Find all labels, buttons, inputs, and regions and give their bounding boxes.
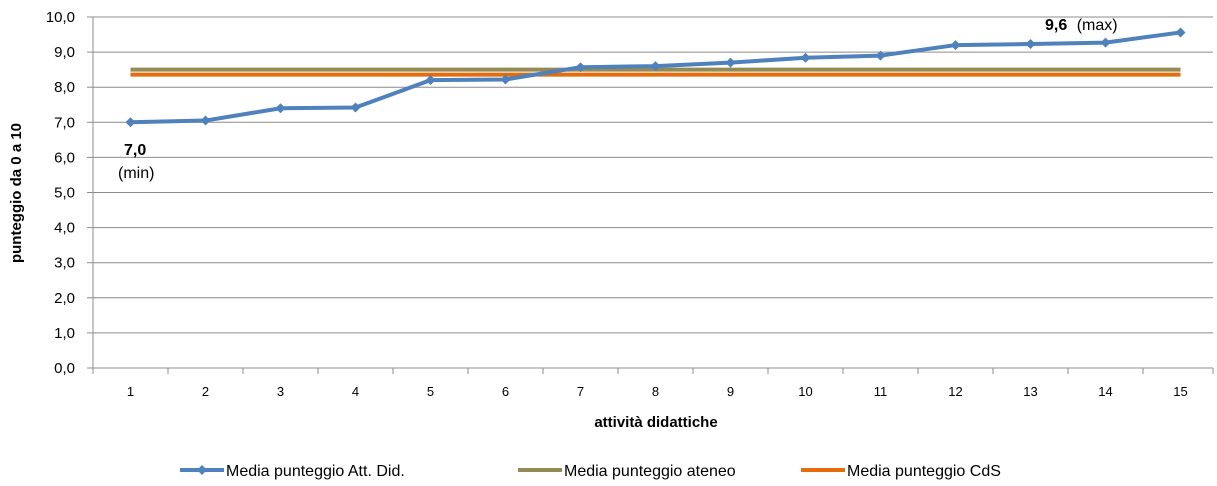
legend: Media punteggio Att. Did. Media punteggio…	[180, 463, 1001, 480]
y-tick-label: 2,0	[54, 290, 75, 307]
x-axis-title: attività didattiche	[594, 414, 717, 431]
data-point	[1025, 39, 1036, 50]
y-tick-label: 4,0	[54, 220, 75, 237]
legend-item: Media punteggio CdS	[801, 463, 1001, 480]
x-tick-label: 7	[577, 384, 584, 399]
max-note: (max)	[1077, 17, 1118, 34]
x-tick-label: 9	[727, 384, 734, 399]
max-value-label: 9,6	[1045, 17, 1067, 34]
x-tick-label: 3	[277, 384, 284, 399]
x-tick-label: 12	[948, 384, 962, 399]
y-tick-label: 5,0	[54, 185, 75, 202]
annotations: 7,0 (min) 9,6 (max)	[118, 17, 1118, 182]
legend-label: Media punteggio Att. Did.	[226, 463, 405, 480]
gridlines	[93, 16, 1213, 334]
data-point	[650, 61, 661, 72]
x-tick-label: 4	[352, 384, 359, 399]
series-1	[125, 27, 1186, 128]
data-point	[575, 62, 586, 73]
x-tick-label: 11	[874, 384, 888, 399]
x-tick-label: 2	[202, 384, 209, 399]
max-annotation: 9,6 (max)	[1045, 17, 1118, 34]
legend-item: Media punteggio Att. Did.	[180, 463, 405, 480]
data-point	[275, 103, 286, 114]
data-point	[125, 117, 136, 128]
series-line	[130, 30, 1181, 125]
legend-marker	[197, 465, 207, 475]
legend-label: Media punteggio ateneo	[564, 463, 736, 480]
y-tick-label: 1,0	[54, 325, 75, 342]
data-point	[875, 50, 886, 61]
data-point	[950, 40, 961, 51]
x-tick-label: 13	[1023, 384, 1037, 399]
min-value-label: 7,0	[124, 142, 146, 159]
x-tick-label: 5	[427, 384, 434, 399]
y-tick-label: 3,0	[54, 255, 75, 272]
x-tick-label: 15	[1173, 384, 1187, 399]
legend-item: Media punteggio ateneo	[518, 463, 736, 480]
series-group	[125, 27, 1186, 128]
legend-label: Media punteggio CdS	[847, 463, 1001, 480]
y-tick-label: 9,0	[54, 44, 75, 61]
data-point	[1175, 27, 1186, 38]
y-tick-label: 8,0	[54, 79, 75, 96]
y-tick-label: 0,0	[54, 360, 75, 377]
y-tick-label: 6,0	[54, 149, 75, 166]
y-tick-label: 7,0	[54, 114, 75, 131]
x-tick-label: 1	[127, 384, 134, 399]
x-tick-label: 6	[502, 384, 509, 399]
data-point	[500, 74, 511, 85]
x-tick-label: 14	[1098, 384, 1112, 399]
data-point	[350, 102, 361, 113]
data-point	[425, 75, 436, 86]
min-note: (min)	[118, 165, 154, 182]
axes	[92, 17, 1213, 369]
data-point	[1100, 37, 1111, 48]
x-tick-label: 8	[652, 384, 659, 399]
data-point	[725, 57, 736, 68]
x-axis-ticks: 1 2 3 4 5 6 7 8 9 10 11 12 13 14 15	[92, 368, 1214, 399]
y-axis-title: punteggio da 0 a 10	[8, 123, 25, 263]
x-tick-label: 10	[798, 384, 812, 399]
data-point	[800, 52, 811, 63]
data-point	[200, 115, 211, 126]
y-tick-label: 10,0	[46, 9, 75, 26]
y-axis-ticks: 0,0 1,0 2,0 3,0 4,0 5,0 6,0 7,0 8,0 9,0 10,0	[46, 9, 93, 377]
min-annotation: 7,0	[124, 142, 146, 159]
